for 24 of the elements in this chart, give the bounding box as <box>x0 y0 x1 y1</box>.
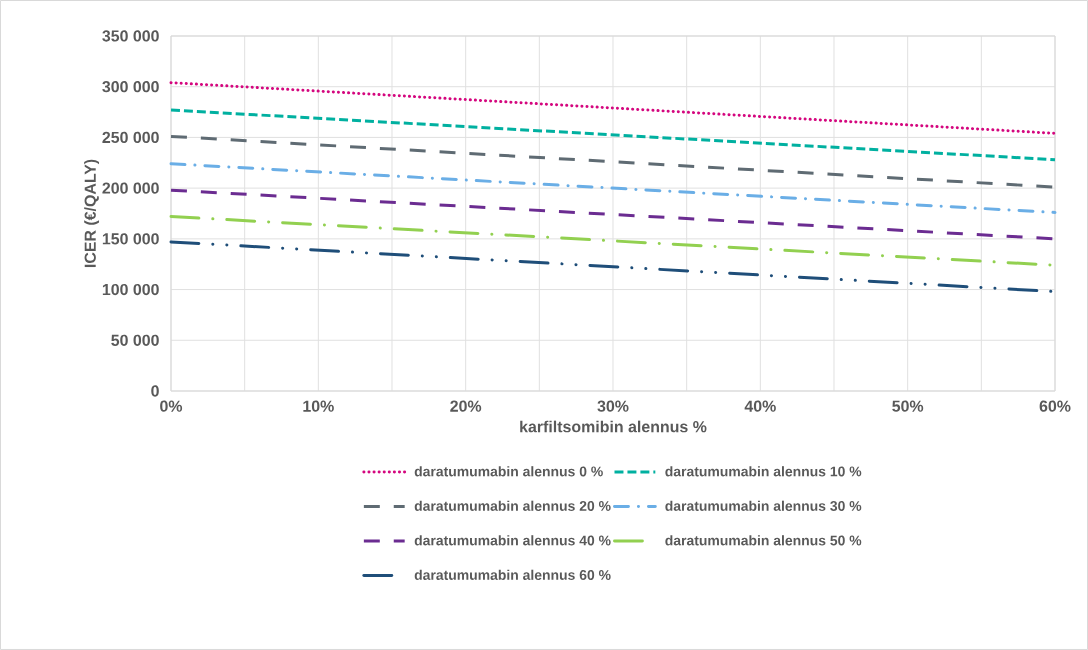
y-tick-label: 200 000 <box>102 182 159 194</box>
x-tick-label: 0% <box>160 400 183 412</box>
y-tick-label: 0 <box>151 385 159 397</box>
y-tick-label: 350 000 <box>102 30 159 42</box>
legend-label: daratumumabin alennus 60 % <box>414 569 611 580</box>
legend-label: daratumumabin alennus 40 % <box>414 535 611 546</box>
legend-label: daratumumabin alennus 30 % <box>665 500 862 511</box>
x-tick-label: 60% <box>1039 400 1071 412</box>
y-tick-label: 150 000 <box>102 233 159 245</box>
y-tick-label: 100 000 <box>102 283 159 296</box>
y-tick-label: 50 000 <box>111 334 159 346</box>
legend-label: daratumumabin alennus 0 % <box>414 466 603 477</box>
x-tick-label: 10% <box>303 400 334 412</box>
y-axis-title: ICER (€/QALY) <box>84 159 100 268</box>
x-tick-label: 40% <box>744 400 776 412</box>
x-tick-label: 20% <box>450 400 482 412</box>
y-tick-label: 300 000 <box>102 81 159 93</box>
x-axis-title: karfiltsomibin alennus % <box>520 420 707 433</box>
x-tick-label: 50% <box>892 400 924 412</box>
y-tick-label: 250 000 <box>102 131 159 144</box>
legend-label: daratumumabin alennus 10 % <box>665 466 862 477</box>
legend-label: daratumumabin alennus 20 % <box>414 500 611 511</box>
x-tick-label: 30% <box>597 400 629 412</box>
legend-label: daratumumabin alennus 50 % <box>665 535 862 546</box>
